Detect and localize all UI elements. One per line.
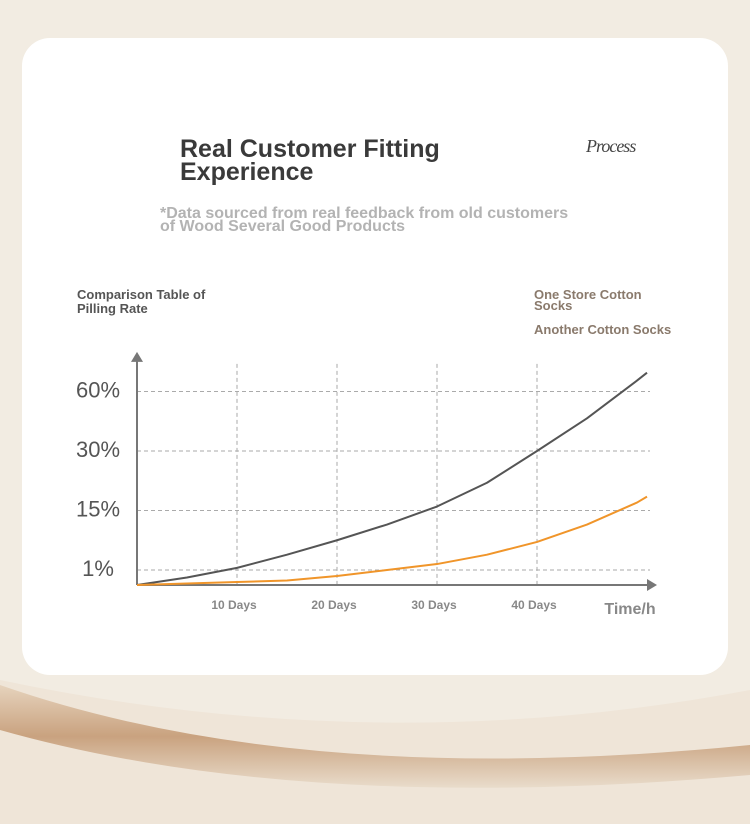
y-tick-label: 30% — [76, 437, 120, 462]
x-tick-label: 30 Days — [411, 598, 457, 612]
subtitle: *Data sourced from real feedback from ol… — [160, 205, 569, 235]
legend-entry: Another Cotton Socks — [534, 322, 672, 337]
x-axis-label: Time/h — [604, 601, 655, 618]
series-line — [136, 371, 648, 586]
legend-entry: One Store Cotton Socks — [534, 287, 642, 313]
y-tick-label: 60% — [76, 377, 120, 402]
y-tick-label: 15% — [76, 496, 120, 521]
title: Real Customer Fitting Experience — [180, 135, 440, 186]
badge: Process — [586, 136, 636, 156]
series-line — [136, 495, 648, 586]
chart-title: Comparison Table of Pilling Rate — [77, 287, 206, 316]
y-axis-arrow — [131, 351, 143, 362]
x-tick-label: 20 Days — [311, 598, 357, 612]
wood-edge — [0, 685, 750, 788]
x-tick-label: 40 Days — [511, 598, 557, 612]
y-tick-label: 1% — [82, 556, 114, 581]
table-surface — [0, 680, 750, 824]
x-tick-label: 10 Days — [211, 598, 257, 612]
card — [22, 38, 728, 675]
x-axis-arrow — [647, 579, 657, 591]
